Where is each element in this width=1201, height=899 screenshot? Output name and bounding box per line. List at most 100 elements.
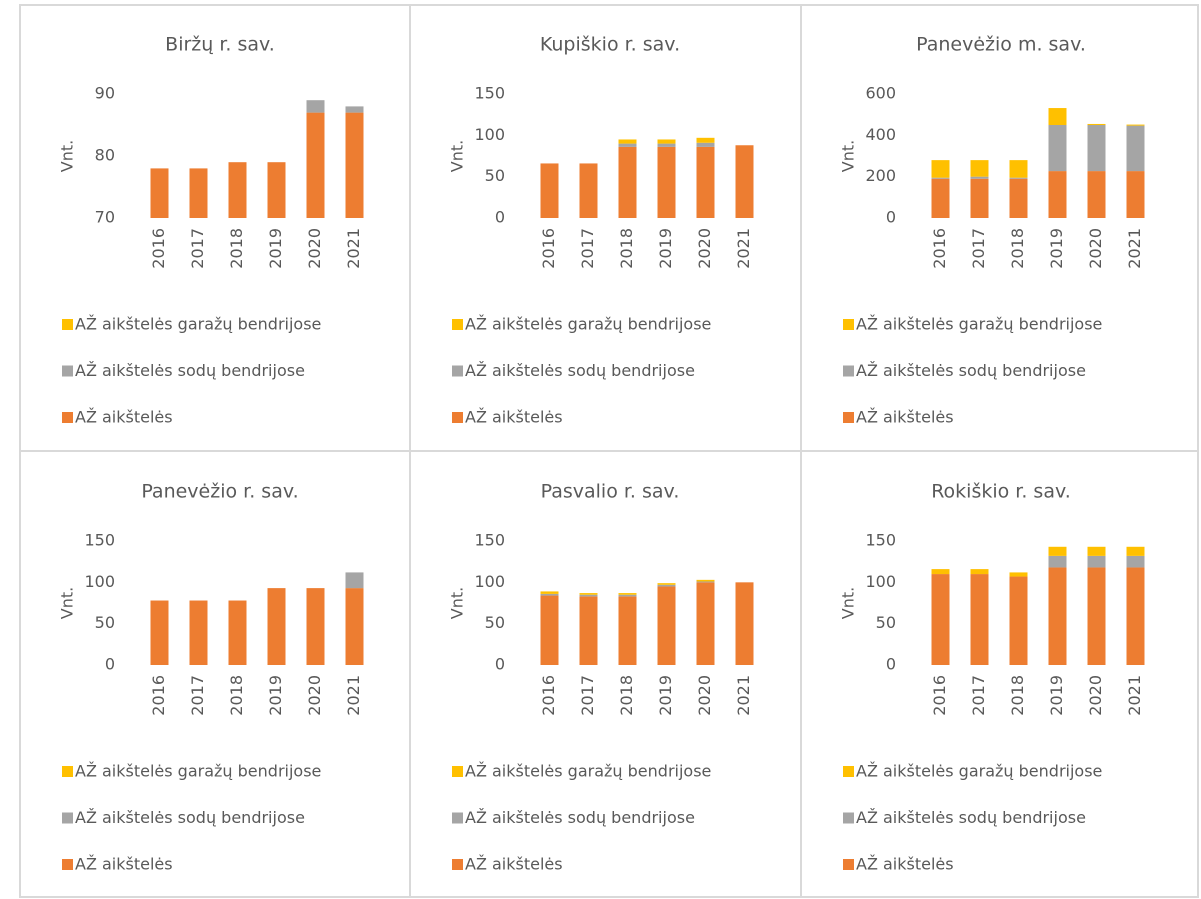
- x-tick-label: 2018: [1008, 675, 1027, 716]
- y-axis-label: Vnt.: [839, 587, 858, 619]
- x-tick-label: 2020: [1086, 228, 1105, 269]
- legend-swatch: [452, 812, 463, 824]
- bar-segment: [1048, 546, 1067, 556]
- x-tick-label: 2021: [734, 675, 753, 716]
- bar-segment: [228, 162, 247, 218]
- chart-panel: Biržų r. sav. Vnt. 70 80 90 2016 2017 2018 2019 2…: [58, 34, 364, 427]
- bar-segment: [657, 586, 676, 665]
- bar-segment: [696, 582, 715, 665]
- legend-label: AŽ aikštelės sodų bendrijose: [856, 361, 1086, 380]
- bar-segment: [618, 139, 637, 144]
- x-tick-label: 2019: [1047, 675, 1066, 716]
- bar-segment: [696, 146, 715, 218]
- legend-label: AŽ aikštelės sodų bendrijose: [75, 808, 305, 827]
- y-axis-label: Vnt.: [58, 587, 77, 619]
- bar-segment: [970, 574, 989, 665]
- y-tick-label: 0: [886, 208, 896, 227]
- x-tick-label: 2018: [617, 675, 636, 716]
- y-axis-label: Vnt.: [58, 140, 77, 172]
- bar-segment: [657, 146, 676, 218]
- x-tick-label: 2016: [149, 675, 168, 716]
- bar-segment: [618, 143, 637, 147]
- bar-segment: [1048, 108, 1067, 125]
- y-tick-label: 150: [474, 531, 505, 550]
- bar-segment: [1126, 555, 1145, 568]
- legend-label: AŽ aikštelės garažų bendrijose: [465, 762, 711, 781]
- legend-label: AŽ aikštelės garažų bendrijose: [856, 315, 1102, 334]
- bar-segment: [267, 162, 286, 218]
- bar-segment: [540, 163, 559, 218]
- y-tick-label: 100: [474, 572, 505, 591]
- y-axis-label: Vnt.: [448, 587, 467, 619]
- bar-segment: [1087, 125, 1106, 172]
- y-tick-label: 50: [485, 166, 505, 185]
- bar-segment: [345, 106, 364, 113]
- bar-segment: [1087, 555, 1106, 568]
- x-tick-label: 2020: [695, 228, 714, 269]
- chart-panel: Panevėžio m. sav. Vnt. 0 200 400 600 2016 2017 2…: [839, 34, 1145, 427]
- legend-label: AŽ aikštelės: [465, 855, 563, 874]
- bar-segment: [735, 145, 754, 218]
- chart-title: Kupiškio r. sav.: [540, 34, 680, 56]
- bar-segment: [306, 112, 325, 218]
- x-tick-label: 2021: [344, 675, 363, 716]
- x-tick-label: 2017: [188, 228, 207, 269]
- bar-segment: [1048, 555, 1067, 568]
- bar-segment: [735, 582, 754, 665]
- bar-segment: [696, 137, 715, 143]
- chart-panel: Panevėžio r. sav. Vnt. 0 50 100 150 2016 2017 20…: [58, 481, 364, 874]
- bar-segment: [618, 594, 637, 597]
- legend-label: AŽ aikštelės: [856, 408, 954, 427]
- bar-segment: [696, 579, 715, 582]
- chart-panel: Kupiškio r. sav. Vnt. 0 50 100 150 2016 2017 201…: [448, 34, 754, 427]
- legend-label: AŽ aikštelės sodų bendrijose: [75, 361, 305, 380]
- bar-segment: [1009, 178, 1028, 218]
- legend-label: AŽ aikštelės sodų bendrijose: [856, 808, 1086, 827]
- y-tick-label: 100: [84, 572, 115, 591]
- x-tick-label: 2020: [695, 675, 714, 716]
- x-tick-label: 2021: [734, 228, 753, 269]
- bar-segment: [1087, 567, 1106, 665]
- x-tick-label: 2021: [344, 228, 363, 269]
- x-tick-label: 2020: [305, 228, 324, 269]
- bar-segment: [1087, 171, 1106, 218]
- y-tick-label: 0: [105, 655, 115, 674]
- chart-title: Biržų r. sav.: [165, 34, 275, 56]
- bar-segment: [931, 178, 950, 218]
- bar-segment: [931, 177, 950, 179]
- bar-segment: [345, 112, 364, 218]
- legend-label: AŽ aikštelės: [465, 408, 563, 427]
- bar-segment: [618, 146, 637, 218]
- bar-segment: [931, 574, 950, 665]
- x-tick-label: 2021: [1125, 675, 1144, 716]
- y-axis-label: Vnt.: [448, 140, 467, 172]
- y-tick-label: 150: [84, 531, 115, 550]
- bar-segment: [228, 600, 247, 665]
- bar-segment: [696, 581, 715, 583]
- x-tick-label: 2018: [617, 228, 636, 269]
- bar-segment: [579, 163, 598, 218]
- x-tick-label: 2019: [656, 675, 675, 716]
- bar-segment: [1009, 177, 1028, 179]
- legend-swatch: [843, 812, 854, 824]
- x-tick-label: 2017: [969, 228, 988, 269]
- y-tick-label: 0: [886, 655, 896, 674]
- legend-swatch: [452, 859, 463, 870]
- x-tick-label: 2017: [188, 675, 207, 716]
- x-tick-label: 2021: [1125, 228, 1144, 269]
- y-tick-label: 150: [474, 84, 505, 103]
- bar-segment: [970, 160, 989, 177]
- y-tick-label: 90: [95, 84, 115, 103]
- bar-segment: [1048, 567, 1067, 665]
- bar-segment: [657, 139, 676, 144]
- bar-segment: [1009, 572, 1028, 577]
- y-tick-label: 100: [865, 572, 896, 591]
- bar-segment: [579, 593, 598, 595]
- y-tick-label: 150: [865, 531, 896, 550]
- x-tick-label: 2016: [930, 675, 949, 716]
- bar-segment: [189, 600, 208, 665]
- x-tick-label: 2018: [1008, 228, 1027, 269]
- bar-segment: [1048, 125, 1067, 172]
- bar-segment: [931, 160, 950, 178]
- bar-segment: [1087, 123, 1106, 125]
